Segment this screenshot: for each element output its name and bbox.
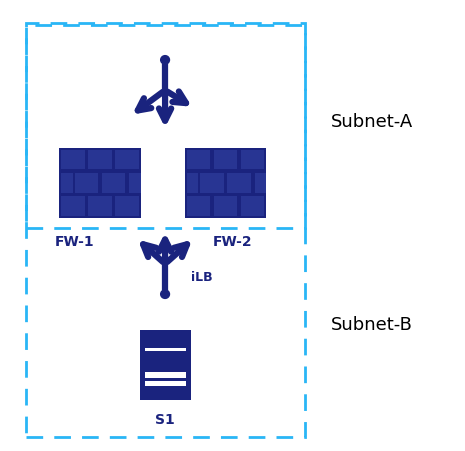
Text: Subnet-B: Subnet-B: [331, 316, 413, 334]
Bar: [254, 173, 266, 193]
Bar: [60, 148, 140, 218]
Bar: [102, 173, 125, 193]
Bar: [241, 196, 264, 216]
Bar: [186, 173, 199, 193]
Bar: [185, 148, 266, 218]
Bar: [186, 196, 210, 216]
Circle shape: [161, 290, 169, 299]
Text: S1: S1: [155, 413, 175, 427]
Bar: [88, 196, 112, 216]
Bar: [75, 173, 98, 193]
Bar: [227, 173, 251, 193]
Bar: [214, 196, 237, 216]
Text: Subnet-A: Subnet-A: [331, 113, 413, 131]
Bar: [214, 149, 237, 169]
Text: FW-1: FW-1: [54, 235, 94, 249]
Bar: [200, 173, 224, 193]
Text: FW-2: FW-2: [213, 235, 252, 249]
Bar: [115, 149, 139, 169]
Bar: [145, 381, 186, 386]
Bar: [241, 149, 264, 169]
Bar: [88, 149, 112, 169]
Bar: [61, 196, 85, 216]
Bar: [145, 373, 186, 378]
Bar: [61, 149, 85, 169]
Bar: [145, 348, 186, 351]
Text: iLB: iLB: [191, 271, 213, 284]
Bar: [140, 330, 191, 400]
Circle shape: [161, 55, 169, 64]
Bar: [186, 149, 210, 169]
Bar: [115, 196, 139, 216]
Bar: [129, 173, 140, 193]
Bar: [61, 173, 73, 193]
